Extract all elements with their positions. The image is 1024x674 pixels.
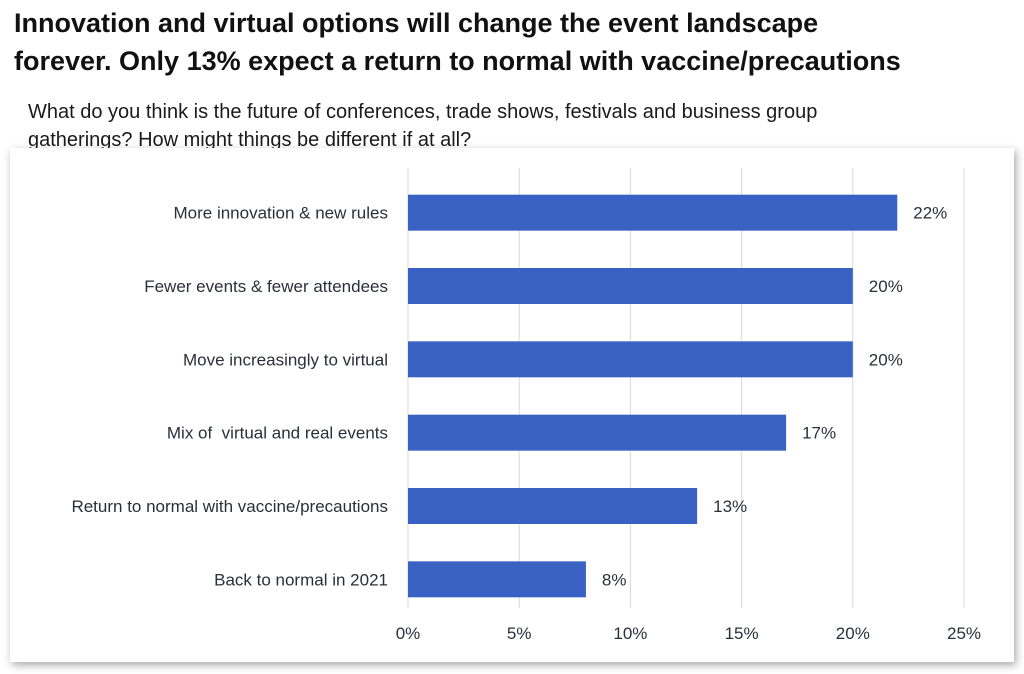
bar-chart: 0% 5% 10% 15% 20% 25% More innovation & new ru…	[71, 168, 981, 643]
category-label: Move increasingly to virtual	[183, 350, 388, 369]
x-tick-label: 25%	[947, 624, 981, 643]
category-label: Fewer events & fewer attendees	[144, 277, 388, 296]
chart-panel: 0% 5% 10% 15% 20% 25% More innovation & new ru…	[10, 148, 1014, 662]
bar	[408, 414, 787, 451]
x-tick-label: 0%	[396, 624, 421, 643]
data-label: 20%	[869, 350, 903, 369]
x-tick-label: 20%	[836, 624, 870, 643]
bar	[408, 268, 853, 304]
bar	[408, 488, 698, 524]
chart-headline: Innovation and virtual options will chan…	[14, 8, 901, 76]
bar	[408, 561, 586, 598]
category-label: More innovation & new rules	[173, 204, 388, 223]
category-label: Back to normal in 2021	[214, 570, 388, 589]
data-label: 17%	[802, 424, 836, 443]
bar	[408, 341, 853, 378]
category-label: Mix of virtual and real events	[167, 424, 388, 443]
data-label: 22%	[913, 204, 947, 223]
bar	[408, 194, 898, 231]
data-label: 13%	[713, 497, 747, 516]
x-tick-label: 10%	[613, 624, 647, 643]
category-label: Return to normal with vaccine/precaution…	[71, 497, 388, 516]
survey-question: What do you think is the future of confe…	[28, 101, 818, 151]
data-label: 8%	[602, 570, 627, 589]
x-tick-label: 5%	[507, 624, 532, 643]
x-tick-label: 15%	[725, 624, 759, 643]
data-label: 20%	[869, 277, 903, 296]
